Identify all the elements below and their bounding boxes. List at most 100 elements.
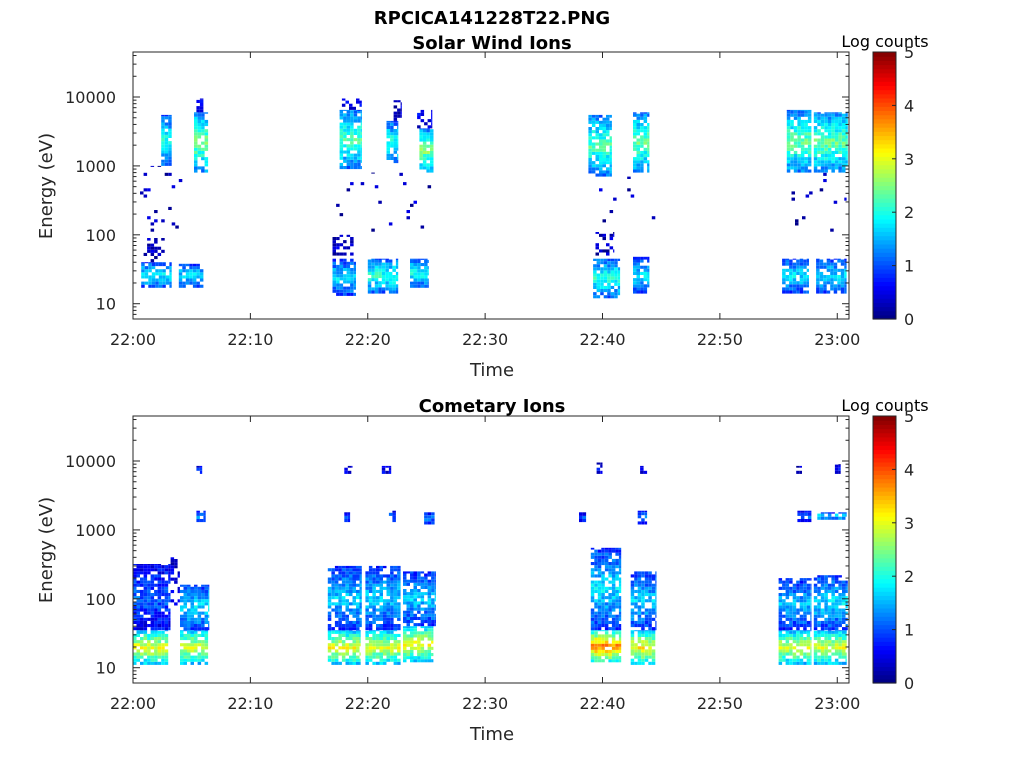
heatmap-cell (197, 605, 202, 609)
heatmap-cell (393, 122, 398, 126)
heatmap-cell (133, 658, 137, 662)
heatmap-cell (823, 281, 827, 285)
heatmap-cell (789, 652, 793, 656)
heatmap-cell (345, 571, 349, 575)
heatmap-cell (360, 116, 362, 120)
heatmap-cell (594, 631, 598, 635)
heatmap-cell (420, 646, 425, 650)
heatmap-cell (789, 624, 793, 628)
heatmap-cell (341, 640, 346, 644)
heatmap-cell (183, 614, 187, 618)
heatmap-cell (410, 272, 414, 276)
heatmap-cell (834, 630, 839, 632)
heatmap-cell (143, 643, 148, 647)
heatmap-cell (386, 630, 390, 632)
heatmap-cell (360, 131, 362, 135)
heatmap-cell (434, 579, 436, 583)
heatmap-cell (339, 147, 344, 151)
heatmap-cell (187, 649, 191, 653)
heatmap-cell (349, 586, 353, 590)
heatmap-cell (147, 655, 151, 659)
heatmap-cell (390, 617, 394, 621)
heatmap-cell (157, 646, 162, 650)
heatmap-cell (799, 614, 804, 618)
heatmap-cell (834, 513, 839, 517)
heatmap-cell (346, 234, 351, 237)
heatmap-cell (636, 157, 640, 161)
heatmap-cell (590, 599, 595, 603)
heatmap-cell (371, 275, 375, 279)
heatmap-cell (431, 589, 435, 593)
heatmap-cell (341, 643, 346, 647)
heatmap-cell (790, 147, 794, 151)
heatmap-cell (204, 640, 209, 644)
heatmap-cell (360, 119, 362, 123)
heatmap-cell (368, 568, 373, 572)
heatmap-cell (838, 661, 842, 665)
heatmap-cell (378, 275, 382, 279)
heatmap-cell (383, 565, 387, 569)
heatmap-cell (190, 602, 194, 606)
heatmap-cell (147, 246, 151, 250)
heatmap-cell (782, 262, 786, 266)
heatmap-cell (410, 281, 414, 285)
heatmap-cell (154, 655, 158, 659)
heatmap-cell (640, 123, 644, 127)
heatmap-cell (199, 467, 203, 471)
heatmap-cell (371, 172, 375, 174)
heatmap-cell (397, 568, 401, 572)
heatmap-cell (830, 281, 834, 285)
heatmap-cell (817, 577, 821, 581)
heatmap-cell (178, 275, 183, 279)
heatmap-cell (826, 278, 831, 282)
heatmap-cell (201, 586, 205, 590)
heatmap-cell (601, 659, 605, 663)
heatmap-cell (143, 627, 148, 631)
heatmap-cell (182, 263, 186, 267)
heatmap-cell (608, 549, 612, 553)
heatmap-cell (365, 611, 369, 615)
heatmap-cell (353, 159, 358, 163)
heatmap-cell (789, 284, 793, 288)
heatmap-cell (390, 586, 394, 590)
heatmap-cell (819, 287, 824, 291)
heatmap-cell (834, 624, 839, 628)
heatmap-cell (157, 165, 162, 167)
colorbar-segment (873, 562, 896, 567)
heatmap-cell (400, 108, 402, 112)
heatmap-cell (147, 602, 151, 606)
heatmap-cell (201, 169, 205, 173)
heatmap-cell (640, 113, 644, 117)
heatmap-cell (782, 599, 786, 603)
heatmap-cell (434, 613, 436, 617)
heatmap-cell (410, 203, 414, 207)
heatmap-cell (327, 624, 332, 628)
heatmap-cell (602, 233, 606, 237)
heatmap-cell (782, 627, 786, 631)
heatmap-cell (608, 593, 612, 597)
y-tick-label: 1000 (75, 157, 116, 176)
heatmap-cell (789, 278, 793, 282)
heatmap-cell (430, 150, 434, 154)
heatmap-cell (194, 147, 198, 151)
heatmap-cell (633, 160, 637, 164)
heatmap-cell (604, 547, 609, 550)
heatmap-cell (615, 562, 619, 566)
heatmap-cell (147, 646, 151, 650)
heatmap-cell (602, 148, 606, 152)
heatmap-cell (426, 132, 430, 136)
heatmap-cell (595, 173, 599, 177)
heatmap-cell (790, 144, 794, 148)
colorbar-segment (873, 616, 896, 622)
heatmap-cell (803, 620, 807, 624)
heatmap-cell (180, 589, 184, 593)
heatmap-cell (604, 640, 609, 644)
heatmap-cell (831, 141, 835, 145)
heatmap-cell (178, 281, 183, 285)
heatmap-cell (786, 154, 791, 158)
heatmap-cell (595, 120, 599, 124)
heatmap-cell (609, 139, 612, 143)
heatmap-cell (140, 620, 144, 624)
heatmap-cell (838, 169, 842, 173)
heatmap-cell (647, 154, 650, 158)
